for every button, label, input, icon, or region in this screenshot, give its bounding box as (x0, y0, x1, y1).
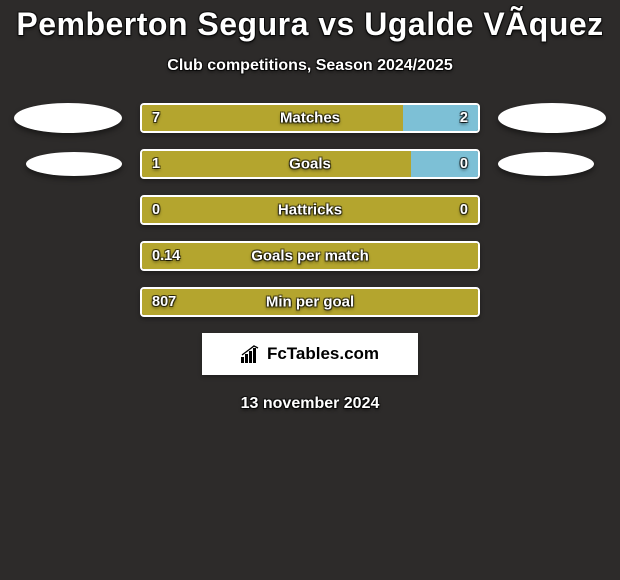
page-title: Pemberton Segura vs Ugalde VÃ­quez (0, 6, 620, 43)
left-player-marker (14, 103, 122, 133)
stat-left-value: 7 (152, 110, 160, 126)
generation-date: 13 november 2024 (0, 395, 620, 413)
right-player-marker (498, 152, 594, 176)
stat-bar: 1 0 Goals (140, 149, 480, 179)
stat-bar-left-fill (142, 151, 411, 177)
right-player-marker (498, 103, 606, 133)
brand-text: FcTables.com (267, 344, 379, 364)
page-subtitle: Club competitions, Season 2024/2025 (0, 57, 620, 75)
stat-row: 1 0 Goals (0, 149, 620, 179)
stat-label: Hattricks (278, 202, 342, 219)
stat-label: Goals per match (251, 248, 369, 265)
stat-row: 7 2 Matches (0, 103, 620, 133)
stat-right-value: 0 (460, 156, 468, 172)
stat-left-value: 1 (152, 156, 160, 172)
stat-bar: 7 2 Matches (140, 103, 480, 133)
stat-label: Min per goal (266, 294, 354, 311)
stat-bar: 0.14 Goals per match (140, 241, 480, 271)
stat-label: Matches (280, 110, 340, 127)
stat-label: Goals (289, 156, 331, 173)
stat-row: 807 Min per goal (0, 287, 620, 317)
left-player-marker (26, 152, 122, 176)
stat-row: 0.14 Goals per match (0, 241, 620, 271)
stat-right-value: 2 (460, 110, 468, 126)
stats-container: 7 2 Matches 1 0 Goals 0 0 Hattricks 0.14 Goals per… (0, 103, 620, 317)
brand-badge: FcTables.com (202, 333, 418, 375)
stat-left-value: 807 (152, 294, 176, 310)
stat-bar: 807 Min per goal (140, 287, 480, 317)
stat-left-value: 0 (152, 202, 160, 218)
stat-left-value: 0.14 (152, 248, 180, 264)
comparison-infographic: Pemberton Segura vs Ugalde VÃ­quez Club … (0, 0, 620, 580)
stat-right-value: 0 (460, 202, 468, 218)
stat-row: 0 0 Hattricks (0, 195, 620, 225)
stat-bar-left-fill (142, 105, 403, 131)
stat-bar: 0 0 Hattricks (140, 195, 480, 225)
brand-chart-icon (241, 345, 263, 363)
